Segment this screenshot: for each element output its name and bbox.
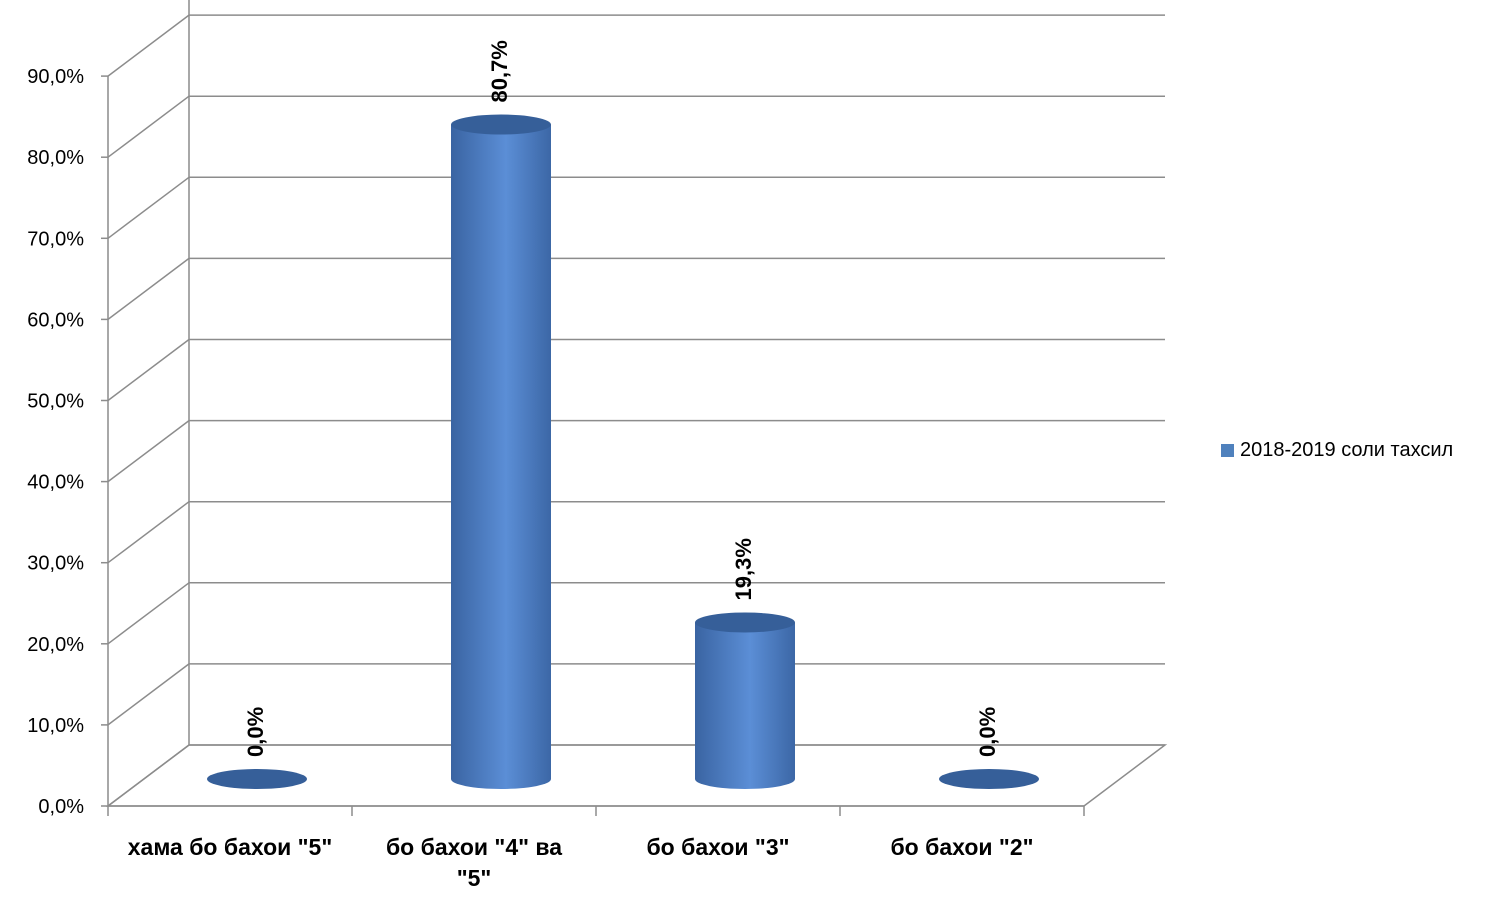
legend-label: 2018-2019 соли тахсил — [1240, 439, 1454, 461]
bar-top — [939, 769, 1039, 789]
y-tick-label: 70,0% — [27, 228, 84, 250]
bars — [207, 114, 1039, 789]
y-tick-label: 80,0% — [27, 147, 84, 169]
data-labels: 0,0% 80,7% 19,3% 0,0% — [243, 40, 1000, 757]
gridline-side — [107, 420, 190, 483]
y-tick-label: 90,0% — [27, 66, 84, 88]
bar-body — [451, 124, 551, 789]
y-tick-labels: 0,0% 10,0% 20,0% 30,0% 40,0% 50,0% 60,0% 70,0% 8… — [27, 66, 84, 818]
bar — [207, 769, 307, 789]
gridline-side — [107, 582, 190, 645]
bar-top — [207, 769, 307, 789]
y-tick-label: 50,0% — [27, 391, 84, 413]
y-tick-label: 20,0% — [27, 634, 84, 656]
legend: 2018-2019 соли тахсил — [1221, 439, 1453, 462]
gridline-side — [107, 338, 190, 402]
data-label: 0,0% — [975, 707, 1000, 757]
bar-top — [451, 114, 551, 135]
x-tick-label: хама бо бахои "5" — [128, 834, 333, 860]
gridline-side — [107, 176, 190, 239]
y-tick-label: 10,0% — [27, 715, 84, 737]
bar-body — [695, 622, 795, 789]
x-tick-label: бо бахои "2" — [890, 834, 1033, 860]
bar-top — [695, 612, 795, 633]
x-tick-label: "5" — [457, 865, 492, 891]
data-label: 0,0% — [243, 707, 268, 757]
axes — [101, 75, 1085, 816]
gridline-side — [107, 257, 190, 320]
bar — [451, 114, 551, 789]
gridline-side — [107, 95, 190, 158]
gridline-side — [107, 501, 190, 564]
y-tick-label: 60,0% — [27, 309, 84, 331]
legend-swatch — [1221, 444, 1234, 457]
gridline-side — [107, 663, 190, 726]
y-tick-label: 0,0% — [38, 796, 84, 818]
bar — [695, 612, 795, 789]
x-tick-label: бо бахои "3" — [646, 834, 789, 860]
x-tick-label: бо бахои "4" ва — [386, 834, 562, 860]
x-tick-labels: хама бо бахои "5" бо бахои "4" ва "5" бо ба… — [128, 834, 1034, 891]
y-tick-label: 30,0% — [27, 553, 84, 575]
gridline-side — [107, 14, 190, 77]
gridlines — [107, 0, 1165, 807]
y-tick-label: 40,0% — [27, 472, 84, 494]
bar — [939, 769, 1039, 789]
data-label: 80,7% — [487, 40, 512, 102]
gridline-side — [107, 744, 190, 807]
data-label: 19,3% — [731, 538, 756, 600]
